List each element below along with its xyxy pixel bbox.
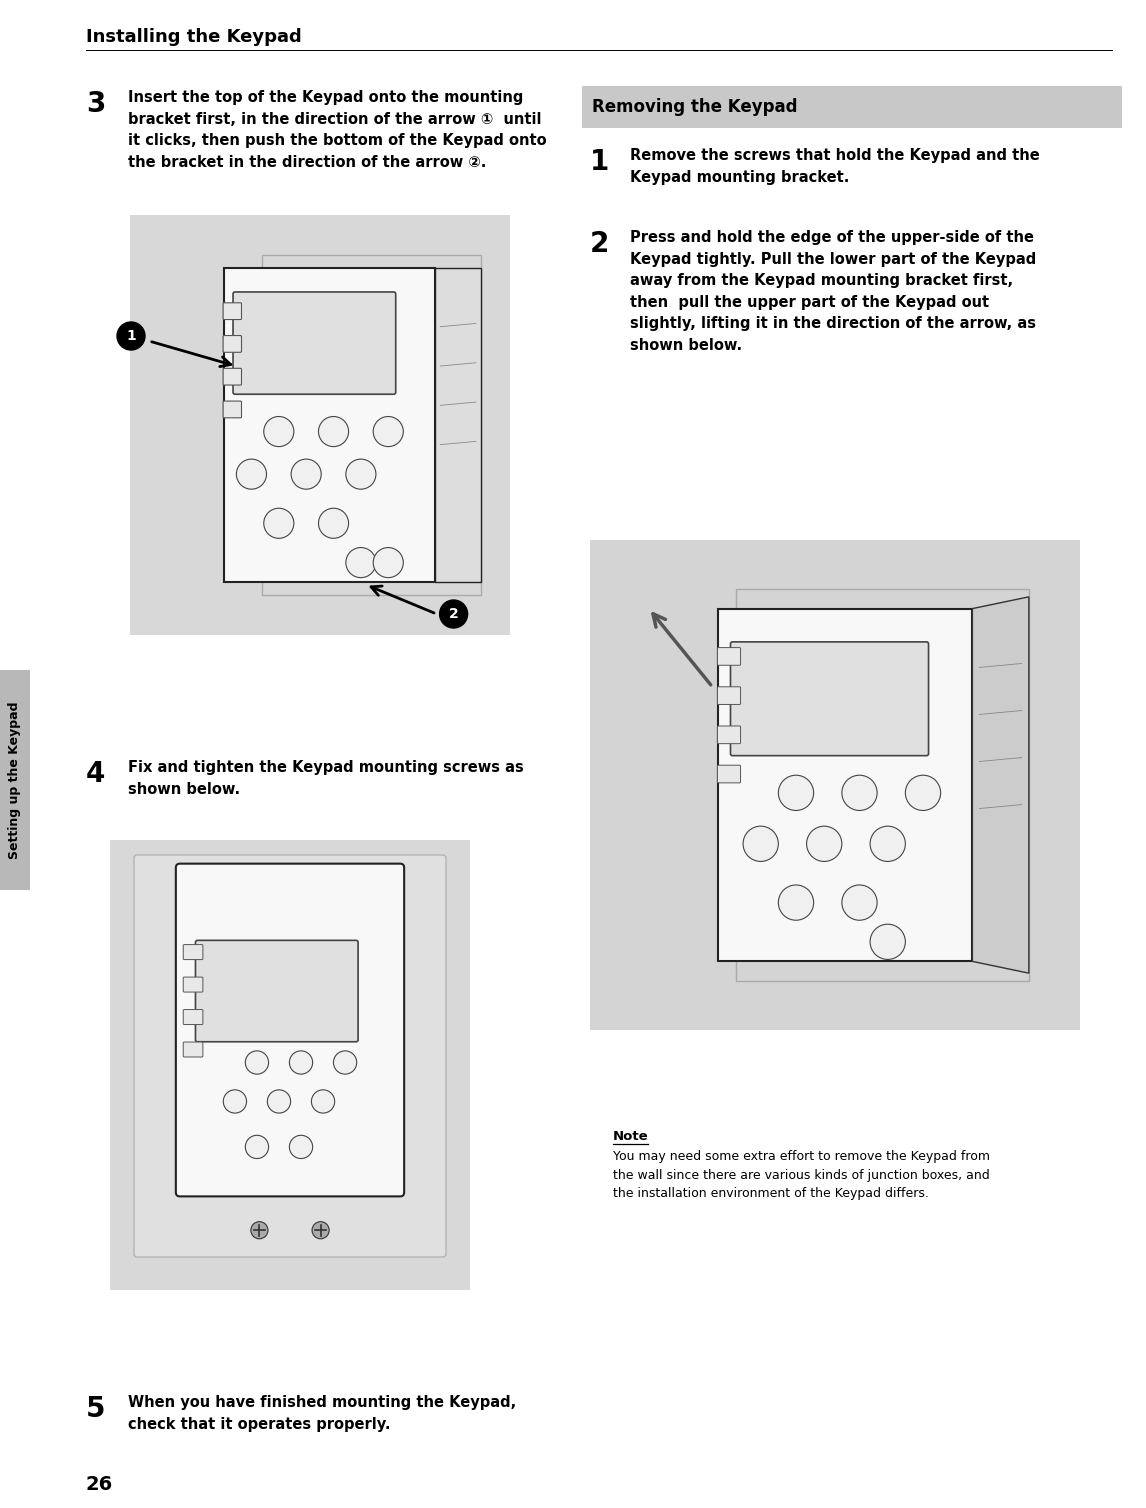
Text: 5: 5 bbox=[86, 1395, 105, 1424]
Polygon shape bbox=[225, 268, 434, 582]
Text: 2: 2 bbox=[590, 231, 610, 258]
FancyBboxPatch shape bbox=[717, 686, 740, 704]
Text: 1: 1 bbox=[590, 148, 610, 176]
Circle shape bbox=[374, 547, 403, 578]
Circle shape bbox=[223, 1090, 246, 1113]
Circle shape bbox=[312, 1090, 335, 1113]
FancyBboxPatch shape bbox=[183, 977, 203, 992]
Circle shape bbox=[245, 1051, 268, 1074]
Circle shape bbox=[117, 323, 146, 350]
Circle shape bbox=[267, 1090, 291, 1113]
FancyBboxPatch shape bbox=[134, 855, 446, 1258]
FancyBboxPatch shape bbox=[233, 293, 395, 394]
FancyBboxPatch shape bbox=[196, 941, 358, 1042]
Polygon shape bbox=[262, 255, 481, 596]
Text: Setting up the Keypad: Setting up the Keypad bbox=[8, 701, 22, 858]
FancyBboxPatch shape bbox=[717, 725, 740, 743]
Text: 3: 3 bbox=[86, 90, 105, 118]
Bar bbox=[0, 670, 30, 890]
Circle shape bbox=[870, 924, 905, 959]
Circle shape bbox=[245, 1136, 268, 1158]
Polygon shape bbox=[736, 590, 1029, 982]
Text: Installing the Keypad: Installing the Keypad bbox=[86, 29, 301, 47]
Text: Fix and tighten the Keypad mounting screws as
shown below.: Fix and tighten the Keypad mounting scre… bbox=[128, 760, 524, 796]
Circle shape bbox=[778, 885, 814, 920]
FancyBboxPatch shape bbox=[223, 368, 242, 385]
Circle shape bbox=[870, 826, 905, 861]
Bar bbox=[110, 840, 470, 1289]
FancyBboxPatch shape bbox=[223, 401, 242, 418]
FancyBboxPatch shape bbox=[183, 944, 203, 959]
Text: 2: 2 bbox=[449, 608, 458, 621]
Text: 1: 1 bbox=[126, 329, 136, 342]
Text: When you have finished mounting the Keypad,
check that it operates properly.: When you have finished mounting the Keyp… bbox=[128, 1395, 516, 1431]
Bar bbox=[582, 86, 1122, 128]
Circle shape bbox=[842, 885, 877, 920]
Circle shape bbox=[905, 775, 941, 810]
Text: Removing the Keypad: Removing the Keypad bbox=[592, 98, 798, 116]
Circle shape bbox=[374, 416, 403, 446]
Text: Insert the top of the Keypad onto the mounting
bracket first, in the direction o: Insert the top of the Keypad onto the mo… bbox=[128, 90, 547, 170]
Circle shape bbox=[346, 547, 376, 578]
Text: Press and hold the edge of the upper-side of the
Keypad tightly. Pull the lower : Press and hold the edge of the upper-sid… bbox=[630, 231, 1036, 353]
Circle shape bbox=[319, 416, 348, 446]
FancyBboxPatch shape bbox=[730, 642, 928, 756]
FancyBboxPatch shape bbox=[183, 1009, 203, 1024]
Text: You may need some extra effort to remove the Keypad from
the wall since there ar: You may need some extra effort to remove… bbox=[613, 1151, 990, 1200]
Polygon shape bbox=[973, 597, 1029, 973]
Circle shape bbox=[440, 600, 468, 627]
Text: 4: 4 bbox=[86, 760, 105, 789]
Circle shape bbox=[264, 508, 293, 538]
Circle shape bbox=[743, 826, 778, 861]
FancyBboxPatch shape bbox=[223, 303, 242, 320]
Circle shape bbox=[312, 1221, 329, 1238]
Circle shape bbox=[291, 458, 321, 489]
Circle shape bbox=[236, 458, 267, 489]
Polygon shape bbox=[434, 268, 481, 582]
Circle shape bbox=[290, 1136, 313, 1158]
Polygon shape bbox=[719, 609, 973, 962]
Text: Note: Note bbox=[613, 1129, 649, 1143]
Circle shape bbox=[346, 458, 376, 489]
Circle shape bbox=[319, 508, 348, 538]
Text: 26: 26 bbox=[86, 1475, 113, 1494]
Circle shape bbox=[778, 775, 814, 810]
FancyBboxPatch shape bbox=[717, 647, 740, 665]
Circle shape bbox=[842, 775, 877, 810]
Circle shape bbox=[264, 416, 293, 446]
FancyBboxPatch shape bbox=[175, 864, 405, 1196]
Circle shape bbox=[251, 1221, 268, 1238]
Bar bbox=[590, 540, 1080, 1030]
Circle shape bbox=[290, 1051, 313, 1074]
Bar bbox=[129, 216, 510, 635]
FancyBboxPatch shape bbox=[223, 336, 242, 353]
Text: Remove the screws that hold the Keypad and the
Keypad mounting bracket.: Remove the screws that hold the Keypad a… bbox=[630, 148, 1039, 184]
Circle shape bbox=[807, 826, 842, 861]
Circle shape bbox=[333, 1051, 356, 1074]
FancyBboxPatch shape bbox=[183, 1042, 203, 1057]
FancyBboxPatch shape bbox=[717, 765, 740, 783]
